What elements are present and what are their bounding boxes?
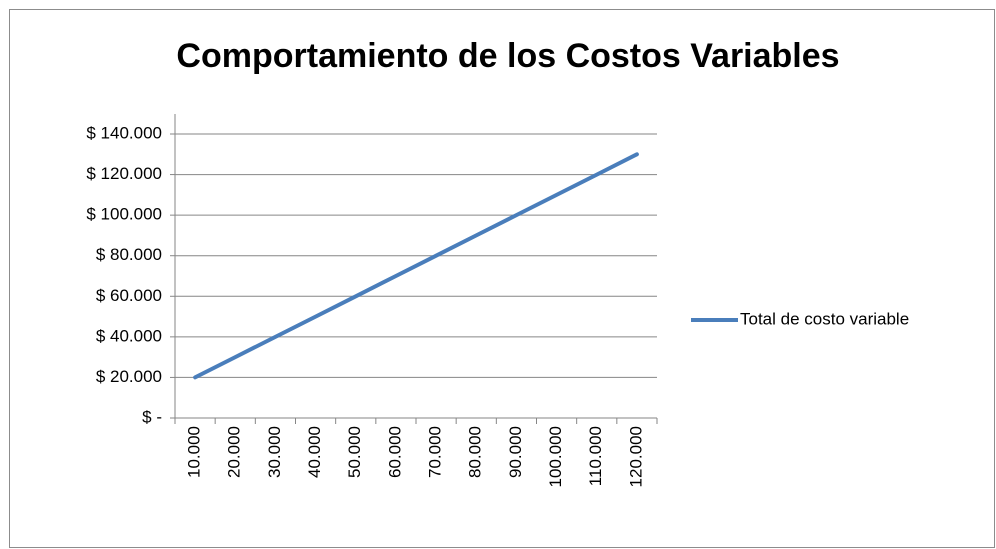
x-tick-label: 120.000 xyxy=(626,426,645,487)
data-line xyxy=(193,152,639,380)
x-tick-label: 30.000 xyxy=(265,426,284,478)
y-tick-label: $ 120.000 xyxy=(86,164,162,183)
x-tick-label: 50.000 xyxy=(345,426,364,478)
y-tick-label: $ 140.000 xyxy=(86,123,162,142)
y-tick-label: $ - xyxy=(142,407,162,426)
x-tick-label: 60.000 xyxy=(385,426,404,478)
y-tick-label: $ 40.000 xyxy=(96,326,162,345)
x-tick-label: 110.000 xyxy=(586,426,605,486)
x-tick-label: 70.000 xyxy=(426,426,445,478)
x-tick-label: 90.000 xyxy=(506,426,525,478)
x-tick-label: 100.000 xyxy=(546,426,565,487)
y-tick-label: $ 80.000 xyxy=(96,245,162,264)
x-tick-label: 20.000 xyxy=(225,426,244,478)
y-tick-label: $ 60.000 xyxy=(96,286,162,305)
x-tick-label: 40.000 xyxy=(305,426,324,478)
legend-label: Total de costo variable xyxy=(740,309,909,328)
x-tick-label: 10.000 xyxy=(185,426,204,478)
chart-frame xyxy=(9,9,995,548)
chart-title: Comportamiento de los Costos Variables xyxy=(176,37,839,75)
y-tick-label: $ 20.000 xyxy=(96,367,162,386)
y-tick-label: $ 100.000 xyxy=(86,205,162,224)
x-tick-label: 80.000 xyxy=(466,426,485,478)
